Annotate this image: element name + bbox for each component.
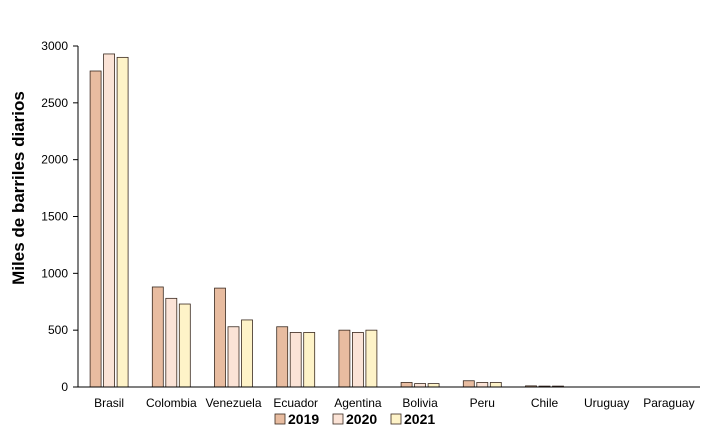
bar-2021-peru [489, 382, 502, 388]
bar-2021-agentina [365, 329, 378, 388]
y-tick-label: 1000 [41, 266, 68, 280]
bar-2019-ecuador [276, 326, 289, 388]
legend-swatch [390, 413, 402, 425]
bar-2019-bolivia [400, 382, 413, 388]
bar-2020-brasil [103, 53, 115, 388]
bar-2020-colombia [165, 297, 178, 388]
x-tick-label: Peru [470, 396, 495, 410]
x-tick-label: Bolivia [402, 396, 438, 410]
bar-2021-colombia [178, 303, 191, 388]
bar-2020-ecuador [289, 332, 302, 388]
x-axis-labels: Brasil Colombia Venezuela Ecuador Agentina Bo… [94, 396, 694, 410]
bars [89, 53, 564, 388]
bar-2020-venezuela [227, 326, 240, 388]
x-tick-label: Brasil [94, 396, 124, 410]
x-tick-label: Venezuela [205, 396, 261, 410]
legend-label: 2021 [404, 411, 435, 427]
bar-2019-colombia [151, 286, 164, 388]
bar-2021-ecuador [303, 332, 316, 388]
x-tick-label: Colombia [146, 396, 197, 410]
bar-2019-brasil [89, 70, 102, 388]
bar-2021-bolivia [427, 383, 440, 388]
y-tick-label: 500 [48, 323, 68, 337]
legend-label: 2020 [346, 411, 377, 427]
legend: 2019 2020 2021 [274, 411, 435, 427]
bar-2020-peru [476, 382, 489, 388]
y-axis-label: Miles de barriles diarios [9, 91, 28, 285]
y-tick-label: 3000 [41, 39, 68, 53]
bar-2021-venezuela [241, 319, 253, 388]
bar-2020-bolivia [414, 383, 427, 388]
y-tick-label: 1500 [41, 210, 68, 224]
bar-2021-brasil [116, 56, 129, 388]
bar-2020-agentina [351, 332, 364, 388]
bar-2019-peru [462, 380, 475, 388]
y-axis-ticks: 0 500 1000 1500 2000 2500 3000 [41, 39, 78, 394]
bar-2019-venezuela [214, 287, 226, 388]
x-tick-label: Agentina [334, 396, 382, 410]
legend-swatch [274, 413, 286, 425]
legend-label: 2019 [288, 411, 319, 427]
legend-swatch [332, 413, 344, 425]
y-tick-label: 2000 [41, 153, 68, 167]
y-tick-label: 0 [61, 380, 68, 394]
x-tick-label: Paraguay [643, 396, 694, 410]
x-tick-label: Chile [531, 396, 559, 410]
bar-2019-agentina [338, 329, 351, 388]
y-tick-label: 2500 [41, 96, 68, 110]
axes [77, 46, 700, 388]
x-tick-label: Uruguay [584, 396, 629, 410]
x-tick-label: Ecuador [273, 396, 318, 410]
